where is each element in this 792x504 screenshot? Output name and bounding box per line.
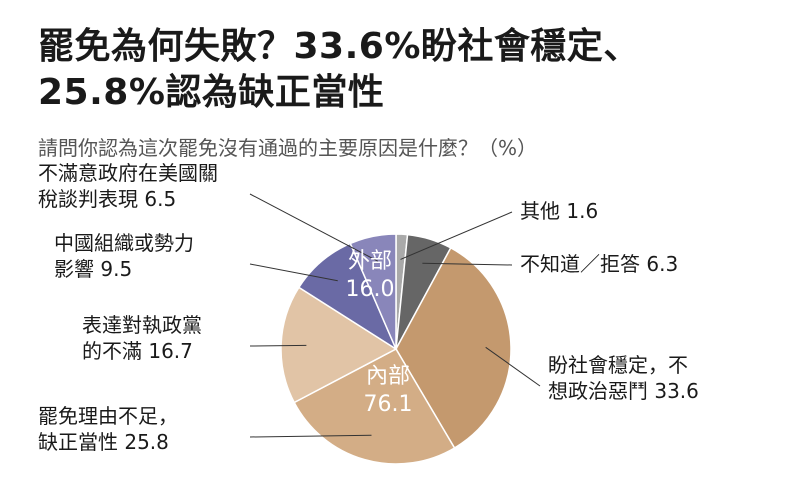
chart-title: 罷免為何失敗？33.6%盼社會穩定、 25.8%認為缺正當性 [38, 24, 640, 116]
leader-line [422, 262, 513, 266]
leader-line [249, 434, 372, 438]
pie-slice [280, 286, 398, 404]
slice-label: 罷免理由不足，缺正當性 25.8 [38, 404, 178, 454]
pie-slice [293, 348, 456, 465]
leader-line [249, 193, 379, 262]
slice-label: 盼社會穩定，不想政治惡鬥 33.6 [548, 353, 699, 403]
chart-title-line1: 罷免為何失敗？33.6%盼社會穩定、 [38, 26, 640, 67]
slice-label: 不滿意政府在美國關稅談判表現 6.5 [38, 161, 218, 211]
slice-label: 其他 1.6 [520, 199, 598, 223]
pie-slice [349, 233, 397, 350]
leader-line [249, 344, 307, 347]
group-label: 內部 76.1 [364, 364, 413, 417]
slice-label: 表達對執政黨的不滿 16.7 [82, 313, 202, 363]
leader-line [485, 346, 541, 387]
leader-line [249, 263, 338, 282]
slice-label: 中國組織或勢力影響 9.5 [54, 231, 194, 281]
slice-label: 不知道／拒答 6.3 [520, 252, 678, 276]
chart-title-line2: 25.8%認為缺正當性 [38, 72, 385, 113]
group-label: 外部 16.0 [346, 249, 395, 302]
leader-line [400, 211, 513, 260]
chart-subtitle: 請問你認為這次罷免沒有通過的主要原因是什麼？（%） [38, 136, 538, 160]
